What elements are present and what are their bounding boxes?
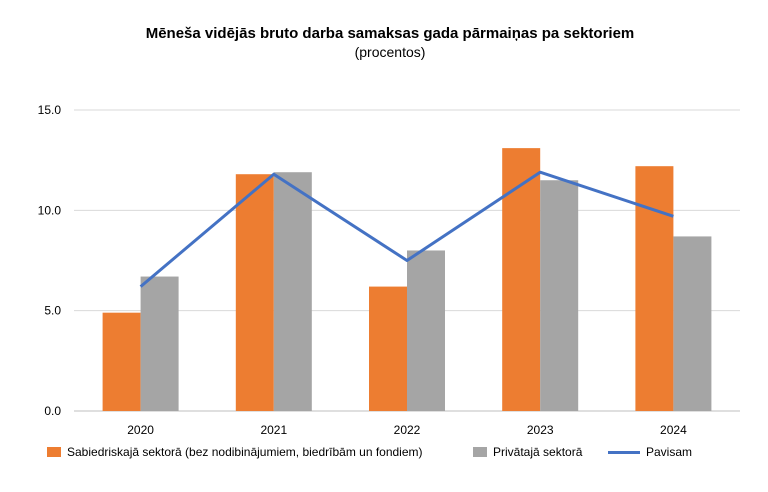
bar-public: [369, 286, 407, 411]
bar-private: [140, 276, 179, 411]
bar-public: [635, 166, 674, 411]
legend-item-total: Pavisam: [608, 445, 692, 459]
legend-swatch-public: [47, 447, 61, 457]
bar-private: [540, 180, 579, 411]
legend-label-total: Pavisam: [646, 445, 693, 459]
bar-private: [673, 236, 712, 411]
legend-item-public: Sabiedriskajā sektorā (bez nodibinājumie…: [47, 445, 423, 459]
legend-item-private: Privātajā sektorā: [473, 445, 582, 459]
y-tick-label: 15.0: [38, 103, 62, 117]
legend-swatch-total: [608, 450, 640, 454]
y-tick-label: 0.0: [44, 404, 61, 418]
x-tick-label: 2023: [527, 423, 554, 437]
x-tick-label: 2024: [660, 423, 687, 437]
legend-label-public: Sabiedriskajā sektorā (bez nodibinājumie…: [67, 445, 423, 459]
bar-private: [407, 250, 445, 411]
chart-title: Mēneša vidējās bruto darba samaksas gada…: [145, 25, 635, 42]
y-tick-label: 10.0: [38, 203, 62, 217]
x-tick-label: 2021: [260, 423, 287, 437]
y-tick-label: 5.0: [44, 304, 61, 318]
legend: Sabiedriskajā sektorā (bez nodibinājumie…: [0, 445, 768, 465]
line-total: [139, 170, 674, 288]
bar-public: [235, 174, 274, 411]
bar-private: [273, 172, 312, 411]
bar-public: [502, 148, 541, 412]
x-tick-label: 2020: [127, 423, 154, 437]
chart-canvas: 0.0 5.0 10.0 15.0 2020 2021 2022 2023 2024: [38, 103, 740, 437]
legend-label-private: Privātajā sektorā: [493, 445, 583, 459]
bar-public: [102, 312, 141, 411]
chart-subtitle: (procentos): [354, 44, 426, 60]
legend-swatch-private: [473, 447, 487, 457]
x-tick-label: 2022: [394, 423, 421, 437]
